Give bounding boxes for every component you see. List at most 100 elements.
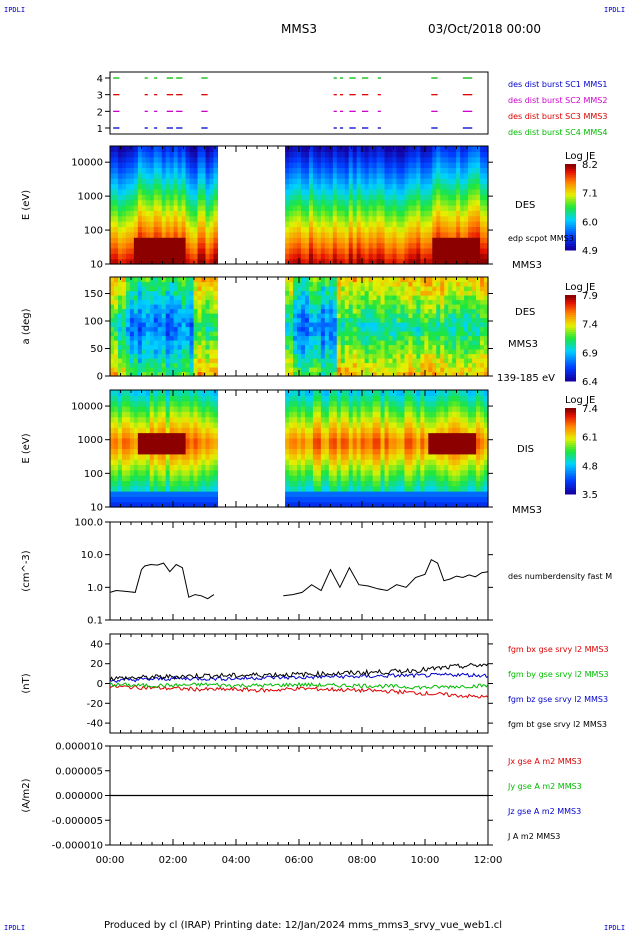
heatmap-cell xyxy=(448,231,453,238)
heatmap-cell xyxy=(328,344,334,350)
heatmap-cell xyxy=(137,464,143,471)
heatmap-cell xyxy=(364,210,370,217)
heatmap-cell xyxy=(308,162,314,169)
heatmap-cell xyxy=(293,432,298,439)
heatmap-cell xyxy=(356,253,362,260)
heatmap-cell xyxy=(332,459,338,466)
heatmap-cell xyxy=(185,480,191,487)
heatmap-cell xyxy=(285,427,290,434)
heatmap-cell xyxy=(209,215,215,222)
heatmap-cell xyxy=(468,317,473,323)
heatmap-cell xyxy=(285,162,290,169)
heatmap-cell xyxy=(384,491,390,497)
heatmap-cell xyxy=(416,146,421,152)
heatmap-cell xyxy=(157,340,163,346)
heatmap-cell xyxy=(193,188,199,195)
heatmap-cell xyxy=(117,344,123,350)
heatmap-cell xyxy=(484,295,489,301)
heatmap-cell xyxy=(360,443,366,450)
heatmap-cell xyxy=(336,448,342,455)
heatmap-cell xyxy=(372,231,378,238)
heatmap-cell xyxy=(304,183,310,190)
heatmap-cell xyxy=(197,308,203,314)
heatmap-cell xyxy=(312,367,318,373)
heatmap-cell xyxy=(121,335,127,341)
heatmap-cell xyxy=(209,304,215,310)
heatmap-cell xyxy=(380,464,386,471)
heatmap-cell xyxy=(312,437,318,444)
heatmap-cell xyxy=(285,400,290,407)
heatmap-cell xyxy=(340,313,346,319)
heatmap-cell xyxy=(141,290,147,296)
heatmap-cell xyxy=(468,172,473,179)
heatmap-cell xyxy=(181,295,187,301)
heatmap-cell xyxy=(328,199,334,206)
heatmap-cell xyxy=(356,146,362,152)
heatmap-cell xyxy=(312,459,318,466)
heatmap-cell xyxy=(177,183,183,190)
heatmap-cell xyxy=(117,290,123,296)
heatmap-cell xyxy=(129,290,135,296)
heatmap-cell xyxy=(352,281,358,287)
heatmap-cell xyxy=(420,286,425,292)
heatmap-cell xyxy=(460,237,465,244)
heatmap-cell xyxy=(424,362,429,368)
heatmap-cell xyxy=(328,286,334,292)
heatmap-cell xyxy=(312,199,318,206)
heatmap-cell xyxy=(424,162,429,169)
heatmap-cell xyxy=(420,277,425,283)
heatmap-cell xyxy=(376,308,382,314)
heatmap-cell xyxy=(332,421,338,428)
heatmap-cell xyxy=(316,367,322,373)
heatmap-cell xyxy=(189,335,195,341)
heatmap-cell xyxy=(141,453,147,460)
heatmap-cell xyxy=(344,226,350,233)
heatmap-cell xyxy=(197,475,203,482)
heatmap-cell xyxy=(205,475,211,482)
heatmap-cell xyxy=(312,427,318,434)
heatmap-cell xyxy=(484,253,489,260)
heatmap-cell xyxy=(173,496,179,503)
heatmap-cell xyxy=(121,340,127,346)
heatmap-cell xyxy=(293,172,298,179)
heatmap-cell xyxy=(316,277,322,283)
heatmap-cell xyxy=(340,496,346,503)
heatmap-cell xyxy=(157,247,163,254)
heatmap-cell xyxy=(392,194,398,201)
heatmap-cell xyxy=(185,156,191,163)
heatmap-cell xyxy=(113,437,119,444)
heatmap-cell xyxy=(129,226,135,233)
heatmap-cell xyxy=(408,188,413,195)
heatmap-cell xyxy=(145,215,151,222)
heatmap-cell xyxy=(133,390,139,396)
heatmap-cell xyxy=(424,199,429,206)
heatmap-cell xyxy=(165,221,171,228)
heatmap-cell xyxy=(141,496,147,503)
heatmap-cell xyxy=(117,295,123,301)
heatmap-cell xyxy=(197,353,203,359)
heatmap-cell xyxy=(376,335,382,341)
heatmap-cell xyxy=(137,331,143,337)
heatmap-cell xyxy=(404,326,410,332)
heatmap-cell xyxy=(161,432,167,439)
heatmap-cell xyxy=(205,400,211,407)
heatmap-cell xyxy=(436,371,441,377)
heatmap-cell xyxy=(432,335,437,341)
heatmap-cell xyxy=(213,475,219,482)
heatmap-cell xyxy=(213,226,219,233)
heatmap-cell xyxy=(157,475,163,482)
heatmap-cell xyxy=(308,199,314,206)
heatmap-cell xyxy=(141,226,147,233)
heatmap-cell xyxy=(312,485,318,492)
heatmap-cell xyxy=(153,281,159,287)
heatmap-cell xyxy=(173,231,179,238)
heatmap-cell xyxy=(293,258,298,265)
heatmap-cell xyxy=(484,199,489,206)
legend-entry-burst: des dist burst SC4 MMS4 xyxy=(508,128,607,137)
heatmap-cell xyxy=(412,322,417,328)
heatmap-cell xyxy=(300,421,306,428)
heatmap-cell xyxy=(372,210,378,217)
heatmap-cell xyxy=(376,162,382,169)
heatmap-cell xyxy=(372,156,378,163)
heatmap-cell xyxy=(340,205,346,211)
